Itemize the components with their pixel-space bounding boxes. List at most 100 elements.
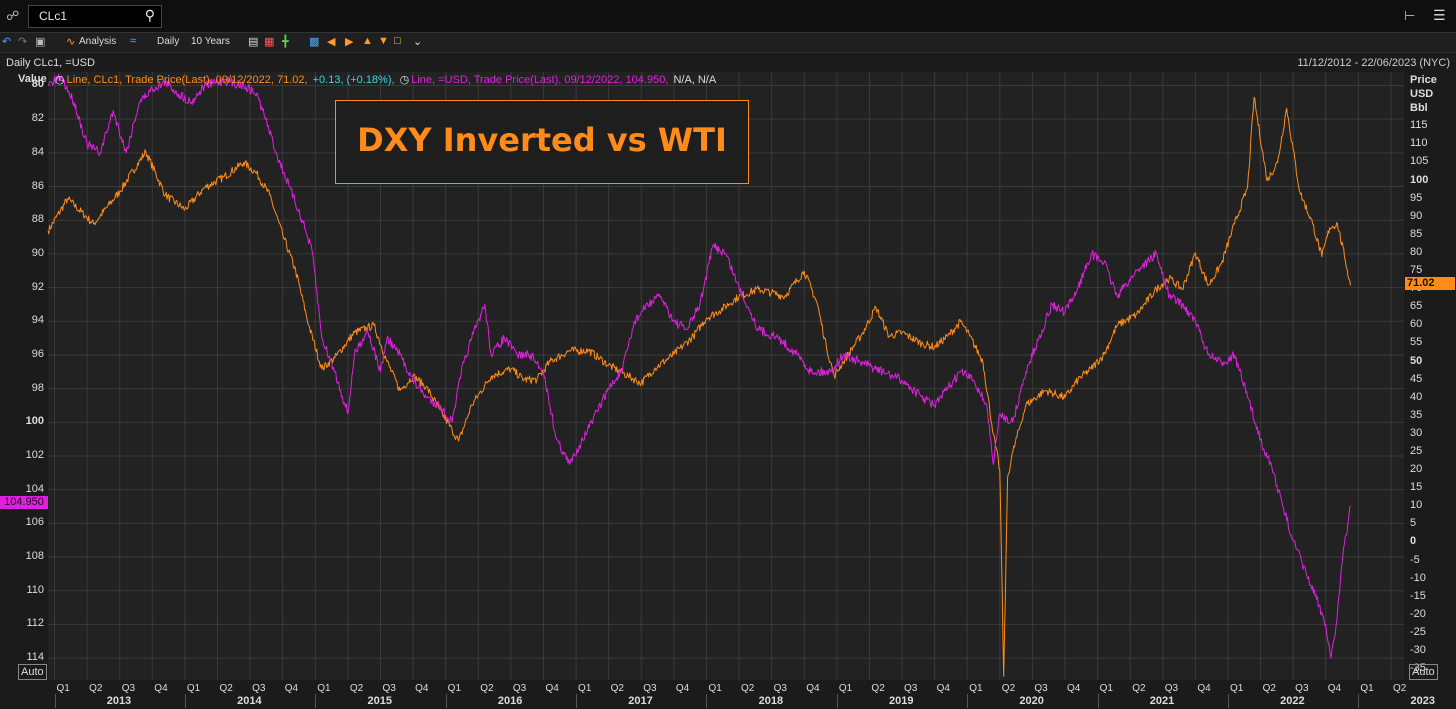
x-axis[interactable]: Q1 Q2 Q3 Q4 Q1 Q2 Q3 Q4 Q1 Q2 Q3 Q4 Q1 Q2 Q3 Q4 Q1 Q2 Q3 Q4… [48,680,1435,709]
left-tick-label: 110 [26,583,44,596]
left-axis-title: Value [18,73,47,85]
x-quarter-label: Q1 [1360,683,1374,694]
x-quarter-label: Q4 [806,683,820,694]
x-quarter-label: Q4 [154,683,168,694]
right-tick-label: 85 [1410,227,1423,240]
top-bar: ☍ CLc1 ⚲ ⊢ ☰ [0,0,1456,33]
legend-wti[interactable]: Line, CLc1, Trade Price(Last), 09/12/202… [66,74,308,86]
x-quarter-label: Q2 [1001,683,1016,694]
left-tick-label: 92 [31,280,44,293]
x-quarter-label: Q3 [382,683,396,694]
right-axis-title-line: Bbl [1410,102,1428,114]
right-tick-label: 15 [1410,481,1423,494]
right-tick-label: 10 [1410,499,1423,512]
x-quarter-label: Q4 [1327,683,1342,694]
more-chevron-icon[interactable]: ⌄ [413,36,423,48]
left-tick-label: 106 [25,516,44,529]
right-axis-title-line: Price [1410,74,1437,86]
left-tick-label: 82 [31,112,44,125]
right-tick-label: -20 [1410,607,1426,620]
layout-icon[interactable]: ⊢ [1404,8,1416,23]
ohlc-icon[interactable]: ╋ [282,36,289,48]
right-tick-label: 110 [1410,137,1428,150]
right-tick-label: 95 [1410,191,1423,204]
left-tick-label: 104 [25,482,44,495]
x-year-label: 2018 [758,695,784,707]
x-quarter-label: Q2 [1262,683,1276,694]
right-tick-label: -15 [1410,589,1426,602]
legend-dxy-na: N/A, N/A [673,74,717,86]
x-quarter-label: Q2 [219,683,233,694]
right-tick-label: 60 [1410,318,1423,331]
link-icon[interactable]: ☍ [6,8,20,23]
series-line-wti[interactable] [47,96,1351,677]
select-icon[interactable]: □ [394,35,401,47]
info-bar: Daily CLc1, =USD 11/12/2012 - 22/06/2023… [0,54,1456,70]
x-year-label: 2020 [1019,695,1044,707]
x-year-label: 2017 [628,695,653,707]
range-dropdown[interactable]: 10 Years [191,36,230,47]
x-year-divider [1227,694,1229,708]
series-icon[interactable]: ≈ [130,35,137,47]
right-tick-label: 65 [1410,300,1423,313]
left-tick-label: 102 [25,449,44,461]
analysis-dropdown[interactable]: Analysis [79,36,117,47]
x-year-divider [54,694,56,708]
right-tick-label: 105 [1410,155,1429,168]
x-year-label: 2013 [106,695,132,707]
redo-icon[interactable]: ↷ [18,36,28,48]
left-auto-scale-button[interactable]: Auto [18,664,47,680]
x-quarter-label: Q3 [1164,683,1179,694]
x-year-divider [184,694,186,708]
x-quarter-label: Q1 [969,683,983,694]
date-range: 11/12/2012 - 22/06/2023 (NYC) [1297,57,1450,69]
left-tick-label: 114 [26,651,44,664]
legend-wti-change: +0.13, (+0.18%), [312,74,395,86]
zoom-out-icon[interactable]: ▼ [378,35,389,47]
x-year-divider [1358,694,1360,708]
line-chart-icon[interactable]: ▤ [248,36,259,48]
x-quarter-label: Q4 [1067,683,1081,694]
x-quarter-label: Q4 [415,683,429,694]
menu-icon[interactable]: ☰ [1433,7,1446,23]
left-tick-label: 80 [31,78,44,91]
zoom-in-icon[interactable]: ▲ [362,35,373,47]
analysis-icon[interactable]: ∿ [66,36,76,48]
x-quarter-label: Q3 [252,683,266,694]
wti-last-value-tag: 71.02 [1405,277,1455,290]
x-quarter-label: Q4 [1197,683,1211,694]
right-tick-label: -25 [1410,625,1426,638]
right-tick-label: 30 [1410,426,1423,439]
x-year-label: 2019 [889,695,914,707]
interval-dropdown[interactable]: Daily [157,36,180,47]
table-icon[interactable]: ▩ [309,36,320,48]
x-quarter-label: Q2 [741,683,755,694]
x-quarter-label: Q2 [1392,683,1407,694]
candle-chart-icon[interactable]: ▦ [264,36,275,48]
scroll-right-icon[interactable]: ▶ [345,36,354,48]
right-tick-label: 35 [1410,408,1423,421]
right-tick-label: 25 [1410,445,1423,457]
scroll-left-icon[interactable]: ◀ [327,36,336,48]
series-line-dxy[interactable] [47,73,1351,659]
legend-dxy[interactable]: Line, =USD, Trade Price(Last), 09/12/202… [411,74,669,86]
x-quarter-label: Q3 [121,683,136,694]
right-tick-label: 20 [1410,463,1423,476]
x-quarter-label: Q1 [1099,683,1113,694]
clock-icon: ◷ [55,74,65,86]
x-year-divider [967,694,969,708]
right-tick-label: 55 [1410,336,1423,349]
left-tick-label: 94 [31,314,44,327]
x-quarter-label: Q4 [936,683,950,694]
undo-icon[interactable]: ↶ [2,36,12,48]
x-quarter-label: Q2 [349,683,364,694]
chart-title: DXY Inverted vs WTI [357,121,727,159]
folder-icon[interactable]: ▣ [35,36,46,48]
search-icon[interactable]: ⚲ [144,7,155,23]
ric-search-input[interactable]: CLc1 ⚲ [28,5,162,28]
right-auto-scale-button[interactable]: Auto [1409,664,1438,680]
x-year-divider [445,694,447,708]
left-tick-label: 84 [31,145,44,158]
x-quarter-label: Q3 [512,683,527,694]
x-quarter-label: Q1 [186,683,201,694]
